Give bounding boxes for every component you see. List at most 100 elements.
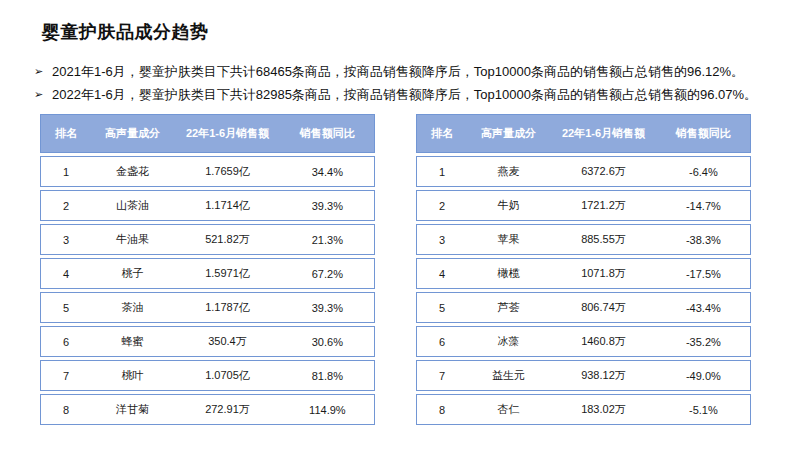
cell-yoy: 114.9%	[281, 404, 374, 416]
cell-rank: 3	[41, 234, 91, 246]
bullet-item-2022: ➢ 2022年1-6月，婴童护肤类目下共计82985条商品，按商品销售额降序后，…	[34, 83, 779, 106]
cell-sales: 1.5971亿	[174, 266, 281, 281]
cell-yoy: -43.4%	[657, 302, 750, 314]
cell-sales: 521.82万	[174, 232, 281, 247]
cell-yoy: -35.2%	[657, 336, 750, 348]
cell-ingredient: 山茶油	[91, 198, 174, 213]
cell-rank: 4	[41, 268, 91, 280]
cell-ingredient: 洋甘菊	[91, 402, 174, 417]
rising-ingredients-table: 排名 高声量成分 22年1-6月销售额 销售额同比 1 金盏花 1.7659亿 …	[40, 114, 375, 425]
cell-yoy: 39.3%	[281, 302, 374, 314]
cell-rank: 7	[417, 370, 467, 382]
cell-rank: 6	[417, 336, 467, 348]
cell-sales: 183.02万	[550, 402, 657, 417]
cell-rank: 5	[417, 302, 467, 314]
cell-yoy: -49.0%	[657, 370, 750, 382]
table-row: 8 杏仁 183.02万 -5.1%	[416, 394, 751, 425]
cell-yoy: -17.5%	[657, 268, 750, 280]
cell-rank: 1	[41, 166, 91, 178]
cell-yoy: 34.4%	[281, 166, 374, 178]
cell-ingredient: 冰藻	[467, 334, 550, 349]
table-row: 1 金盏花 1.7659亿 34.4%	[40, 156, 375, 187]
cell-ingredient: 益生元	[467, 368, 550, 383]
table-row: 6 冰藻 1460.8万 -35.2%	[416, 326, 751, 357]
page-title: 婴童护肤品成分趋势	[42, 20, 209, 44]
table-row: 7 益生元 938.12万 -49.0%	[416, 360, 751, 391]
cell-ingredient: 牛油果	[91, 232, 174, 247]
bullet-item-2021: ➢ 2021年1-6月，婴童护肤类目下共计68465条商品，按商品销售额降序后，…	[34, 60, 779, 83]
cell-sales: 1.1714亿	[174, 198, 281, 213]
cell-ingredient: 蜂蜜	[91, 334, 174, 349]
cell-rank: 6	[41, 336, 91, 348]
col-header-yoy: 销售额同比	[657, 126, 750, 141]
cell-sales: 272.91万	[174, 402, 281, 417]
cell-yoy: 67.2%	[281, 268, 374, 280]
cell-rank: 1	[417, 166, 467, 178]
col-header-sales: 22年1-6月销售额	[550, 126, 657, 141]
col-header-yoy: 销售额同比	[281, 126, 374, 141]
table-row: 3 苹果 885.55万 -38.3%	[416, 224, 751, 255]
slide: 婴童护肤品成分趋势 ➢ 2021年1-6月，婴童护肤类目下共计68465条商品，…	[0, 0, 800, 450]
cell-sales: 1460.8万	[550, 334, 657, 349]
cell-yoy: -38.3%	[657, 234, 750, 246]
cell-yoy: -14.7%	[657, 200, 750, 212]
table-row: 7 桃叶 1.0705亿 81.8%	[40, 360, 375, 391]
cell-yoy: -6.4%	[657, 166, 750, 178]
col-header-rank: 排名	[417, 126, 467, 141]
col-header-rank: 排名	[41, 126, 91, 141]
cell-ingredient: 茶油	[91, 300, 174, 315]
table-row: 5 茶油 1.1787亿 39.3%	[40, 292, 375, 323]
bullet-text-2022: 2022年1-6月，婴童护肤类目下共计82985条商品，按商品销售额降序后，To…	[52, 83, 779, 106]
table-row: 8 洋甘菊 272.91万 114.9%	[40, 394, 375, 425]
cell-rank: 5	[41, 302, 91, 314]
cell-sales: 1.7659亿	[174, 164, 281, 179]
cell-ingredient: 杏仁	[467, 402, 550, 417]
cell-yoy: 21.3%	[281, 234, 374, 246]
table-row: 5 芦荟 806.74万 -43.4%	[416, 292, 751, 323]
cell-sales: 1071.8万	[550, 266, 657, 281]
cell-ingredient: 牛奶	[467, 198, 550, 213]
cell-rank: 8	[417, 404, 467, 416]
col-header-ingredient: 高声量成分	[467, 126, 550, 141]
bullet-text-2021: 2021年1-6月，婴童护肤类目下共计68465条商品，按商品销售额降序后，To…	[52, 60, 779, 83]
table-row: 1 燕麦 6372.6万 -6.4%	[416, 156, 751, 187]
cell-ingredient: 燕麦	[467, 164, 550, 179]
table-row: 2 山茶油 1.1714亿 39.3%	[40, 190, 375, 221]
cell-rank: 4	[417, 268, 467, 280]
cell-rank: 2	[41, 200, 91, 212]
table-row: 2 牛奶 1721.2万 -14.7%	[416, 190, 751, 221]
cell-yoy: -5.1%	[657, 404, 750, 416]
table-row: 4 橄榄 1071.8万 -17.5%	[416, 258, 751, 289]
cell-sales: 938.12万	[550, 368, 657, 383]
table-header-row: 排名 高声量成分 22年1-6月销售额 销售额同比	[416, 114, 751, 153]
cell-ingredient: 桃子	[91, 266, 174, 281]
cell-yoy: 39.3%	[281, 200, 374, 212]
cell-sales: 1.1787亿	[174, 300, 281, 315]
bullet-arrow-icon: ➢	[34, 60, 52, 83]
cell-ingredient: 芦荟	[467, 300, 550, 315]
table-row: 6 蜂蜜 350.4万 30.6%	[40, 326, 375, 357]
col-header-ingredient: 高声量成分	[91, 126, 174, 141]
table-row: 4 桃子 1.5971亿 67.2%	[40, 258, 375, 289]
summary-bullets: ➢ 2021年1-6月，婴童护肤类目下共计68465条商品，按商品销售额降序后，…	[34, 60, 779, 106]
cell-rank: 7	[41, 370, 91, 382]
cell-sales: 1721.2万	[550, 198, 657, 213]
col-header-sales: 22年1-6月销售额	[174, 126, 281, 141]
cell-sales: 1.0705亿	[174, 368, 281, 383]
table-row: 3 牛油果 521.82万 21.3%	[40, 224, 375, 255]
cell-ingredient: 橄榄	[467, 266, 550, 281]
cell-sales: 806.74万	[550, 300, 657, 315]
cell-ingredient: 桃叶	[91, 368, 174, 383]
cell-ingredient: 金盏花	[91, 164, 174, 179]
cell-yoy: 81.8%	[281, 370, 374, 382]
cell-sales: 6372.6万	[550, 164, 657, 179]
bullet-arrow-icon: ➢	[34, 83, 52, 106]
cell-rank: 3	[417, 234, 467, 246]
cell-sales: 350.4万	[174, 334, 281, 349]
declining-ingredients-table: 排名 高声量成分 22年1-6月销售额 销售额同比 1 燕麦 6372.6万 -…	[416, 114, 751, 425]
cell-ingredient: 苹果	[467, 232, 550, 247]
cell-yoy: 30.6%	[281, 336, 374, 348]
cell-rank: 2	[417, 200, 467, 212]
table-header-row: 排名 高声量成分 22年1-6月销售额 销售额同比	[40, 114, 375, 153]
cell-rank: 8	[41, 404, 91, 416]
